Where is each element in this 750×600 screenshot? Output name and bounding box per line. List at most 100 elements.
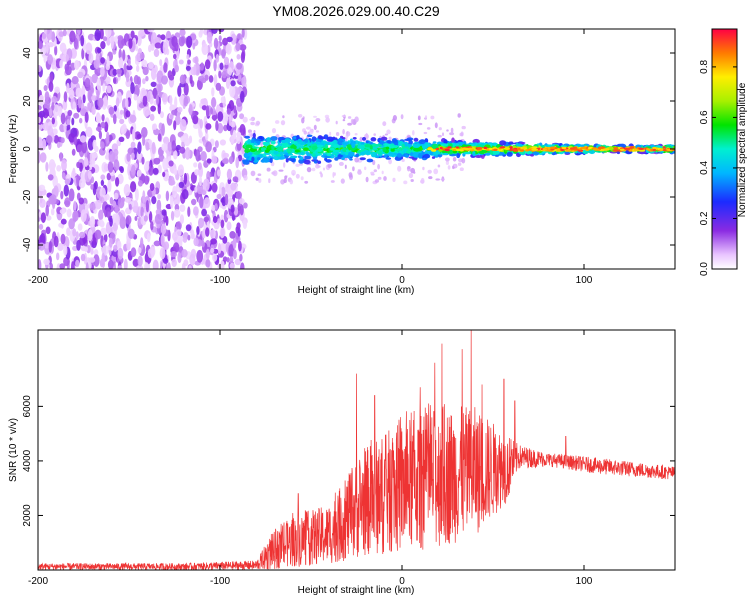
heatmap-cell bbox=[117, 35, 124, 41]
heatmap-cell bbox=[270, 140, 276, 145]
heatmap-cell bbox=[143, 215, 148, 222]
heatmap-cell bbox=[45, 161, 49, 172]
heatmap-cell bbox=[315, 147, 323, 152]
heatmap-cell bbox=[154, 42, 162, 49]
heatmap-cell bbox=[187, 59, 191, 65]
heatmap-cell bbox=[377, 163, 380, 170]
heatmap-cell bbox=[433, 168, 439, 175]
heatmap-cell bbox=[181, 249, 188, 258]
heatmap-cell bbox=[410, 179, 414, 182]
heatmap-cell bbox=[280, 142, 288, 146]
heatmap-cell bbox=[392, 115, 397, 121]
heatmap-cell bbox=[337, 154, 343, 160]
heatmap-cell bbox=[233, 105, 237, 114]
heatmap-cell bbox=[65, 54, 70, 62]
heatmap-cell bbox=[202, 228, 207, 239]
heatmap-cell bbox=[203, 178, 210, 192]
heatmap-cell bbox=[102, 83, 106, 92]
heatmap-cell bbox=[196, 249, 204, 263]
heatmap-cell bbox=[354, 133, 358, 136]
heatmap-cell bbox=[352, 137, 357, 140]
heatmap-cell bbox=[391, 138, 397, 143]
heatmap-cell bbox=[94, 29, 101, 41]
heatmap-cell bbox=[540, 145, 545, 148]
heatmap-cell bbox=[100, 66, 105, 77]
heatmap-cell bbox=[277, 143, 283, 146]
snr-x-label: Height of straight line (km) bbox=[298, 585, 415, 596]
heatmap-cell bbox=[175, 229, 182, 237]
heatmap-cell bbox=[74, 60, 80, 70]
heatmap-cell bbox=[385, 157, 392, 160]
heatmap-cell bbox=[388, 159, 392, 165]
heatmap-cell bbox=[169, 114, 174, 120]
heatmap-cell bbox=[365, 140, 369, 144]
heatmap-cell bbox=[81, 48, 85, 60]
heatmap-cell bbox=[197, 162, 202, 170]
heatmap-cell bbox=[173, 168, 178, 176]
heatmap-cell bbox=[187, 234, 191, 241]
heatmap-cell bbox=[428, 176, 433, 180]
heatmap-cell bbox=[56, 141, 61, 149]
heatmap-cell bbox=[128, 203, 132, 210]
heatmap-cell bbox=[422, 166, 425, 171]
heatmap-cell bbox=[75, 259, 80, 268]
heatmap-cell bbox=[662, 146, 666, 149]
heatmap-cell bbox=[174, 115, 181, 126]
heatmap-cell bbox=[250, 121, 255, 126]
heatmap-cell bbox=[426, 147, 434, 151]
heatmap-cell bbox=[236, 134, 241, 145]
heatmap-cell bbox=[114, 192, 119, 200]
heatmap-cell bbox=[427, 169, 432, 174]
heatmap-cell bbox=[150, 81, 157, 88]
heatmap-cell bbox=[313, 160, 318, 164]
heatmap-cell bbox=[235, 191, 242, 200]
heatmap-cell bbox=[269, 157, 273, 164]
heatmap-cell bbox=[512, 149, 519, 152]
heatmap-cell bbox=[341, 156, 345, 161]
heatmap-cell bbox=[311, 145, 318, 151]
heatmap-cell bbox=[43, 258, 50, 265]
heatmap-cell bbox=[79, 235, 86, 246]
heatmap-cell bbox=[638, 147, 645, 150]
heatmap-cell bbox=[430, 115, 435, 120]
heatmap-cell bbox=[96, 77, 102, 91]
heatmap-cell bbox=[375, 150, 383, 155]
heatmap-cell bbox=[222, 37, 228, 46]
heatmap-cell bbox=[426, 127, 431, 130]
heatmap-cell bbox=[126, 64, 133, 71]
heatmap-cell bbox=[242, 159, 249, 163]
heatmap-cell bbox=[173, 150, 178, 160]
heatmap-cell bbox=[45, 204, 49, 217]
heatmap-cell bbox=[183, 172, 188, 185]
heatmap-cell bbox=[115, 68, 123, 75]
heatmap-cell bbox=[56, 252, 60, 261]
heatmap-cell bbox=[380, 136, 388, 141]
heatmap-cell bbox=[646, 148, 650, 151]
heatmap-cell bbox=[239, 44, 247, 51]
heatmap-cell bbox=[442, 152, 449, 156]
heatmap-cell bbox=[148, 44, 152, 53]
heatmap-cell bbox=[209, 229, 216, 239]
heatmap-cell bbox=[436, 141, 443, 146]
heatmap-cell bbox=[317, 136, 326, 140]
heatmap-cell bbox=[87, 229, 93, 241]
heatmap-cell bbox=[63, 245, 68, 256]
heatmap-cell bbox=[76, 174, 80, 187]
heatmap-cell bbox=[43, 85, 48, 92]
heatmap-cell bbox=[179, 119, 187, 132]
heatmap-cell bbox=[133, 94, 138, 101]
heatmap-cell bbox=[560, 148, 565, 152]
heatmap-cell bbox=[168, 160, 174, 167]
y-tick-label: -40 bbox=[22, 237, 33, 252]
heatmap-cell bbox=[304, 138, 309, 143]
heatmap-cell bbox=[173, 199, 178, 206]
heatmap-cell bbox=[124, 97, 129, 109]
heatmap-cell bbox=[257, 154, 263, 157]
heatmap-cell bbox=[107, 161, 114, 173]
heatmap-cell bbox=[66, 208, 72, 218]
heatmap-cell bbox=[317, 160, 322, 164]
heatmap-cell bbox=[542, 148, 548, 151]
heatmap-cell bbox=[38, 65, 42, 72]
heatmap-cell bbox=[171, 258, 177, 268]
heatmap-cell bbox=[291, 169, 296, 176]
